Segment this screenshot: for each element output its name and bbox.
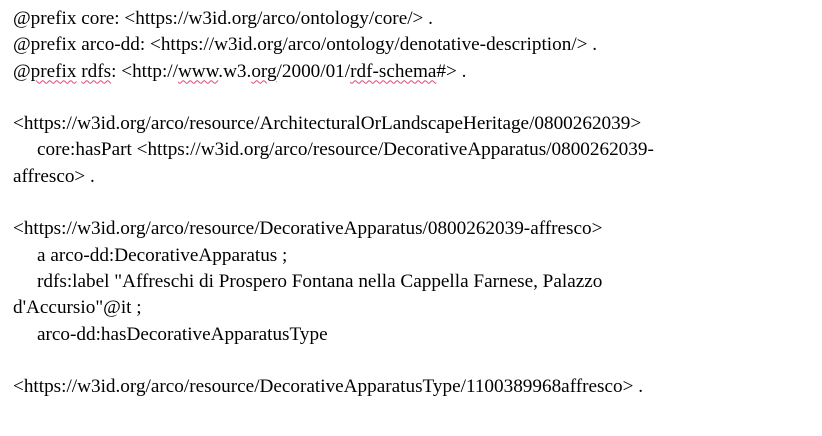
rdfs-name-misspelled: rdfs [81,60,112,82]
www-misspelled: www [177,60,219,82]
blank-line [13,85,818,111]
prefix-at-sign: @ [13,60,31,82]
prefix-keyword-misspelled: prefix [30,60,77,82]
blank-line [13,190,818,216]
prefix-arco-dd-line: @prefix arco-dd: <https://w3id.org/arco/… [13,34,598,56]
rdf-schema-misspelled: rdf-schema [350,60,437,82]
blank-line [13,348,818,374]
has-part-continuation: affresco> . [13,165,95,187]
org-misspelled: org [251,60,277,82]
heritage-subject-line: <https://w3id.org/arco/resource/Architec… [13,113,642,135]
type-line: a arco-dd:DecorativeApparatus ; [37,244,288,266]
rdfs-iri-part-3: /2000/01/ [276,60,351,82]
label-line: rdfs:label "Affreschi di Prospero Fontan… [37,270,603,292]
label-continuation: d'Accursio"@it ; [13,297,142,319]
prefix-core-line: @prefix core: <https://w3id.org/arco/ont… [13,8,433,29]
turtle-document: @prefix core: <https://w3id.org/arco/ont… [13,6,818,400]
has-part-line: core:hasPart <https://w3id.org/arco/reso… [37,139,654,161]
rdfs-iri-part-2: .w3. [218,60,252,82]
apparatus-type-predicate-line: arco-dd:hasDecorativeApparatusType [37,323,328,345]
apparatus-subject-line: <https://w3id.org/arco/resource/Decorati… [13,218,603,240]
prefix-rdfs-line: @prefix rdfs: <http://www.w3.org/2000/01… [13,59,818,85]
rdfs-iri-part-1: : <http:// [111,60,178,82]
rdfs-iri-tail: #> . [436,60,467,82]
apparatus-type-object-line: <https://w3id.org/arco/resource/Decorati… [13,376,644,398]
